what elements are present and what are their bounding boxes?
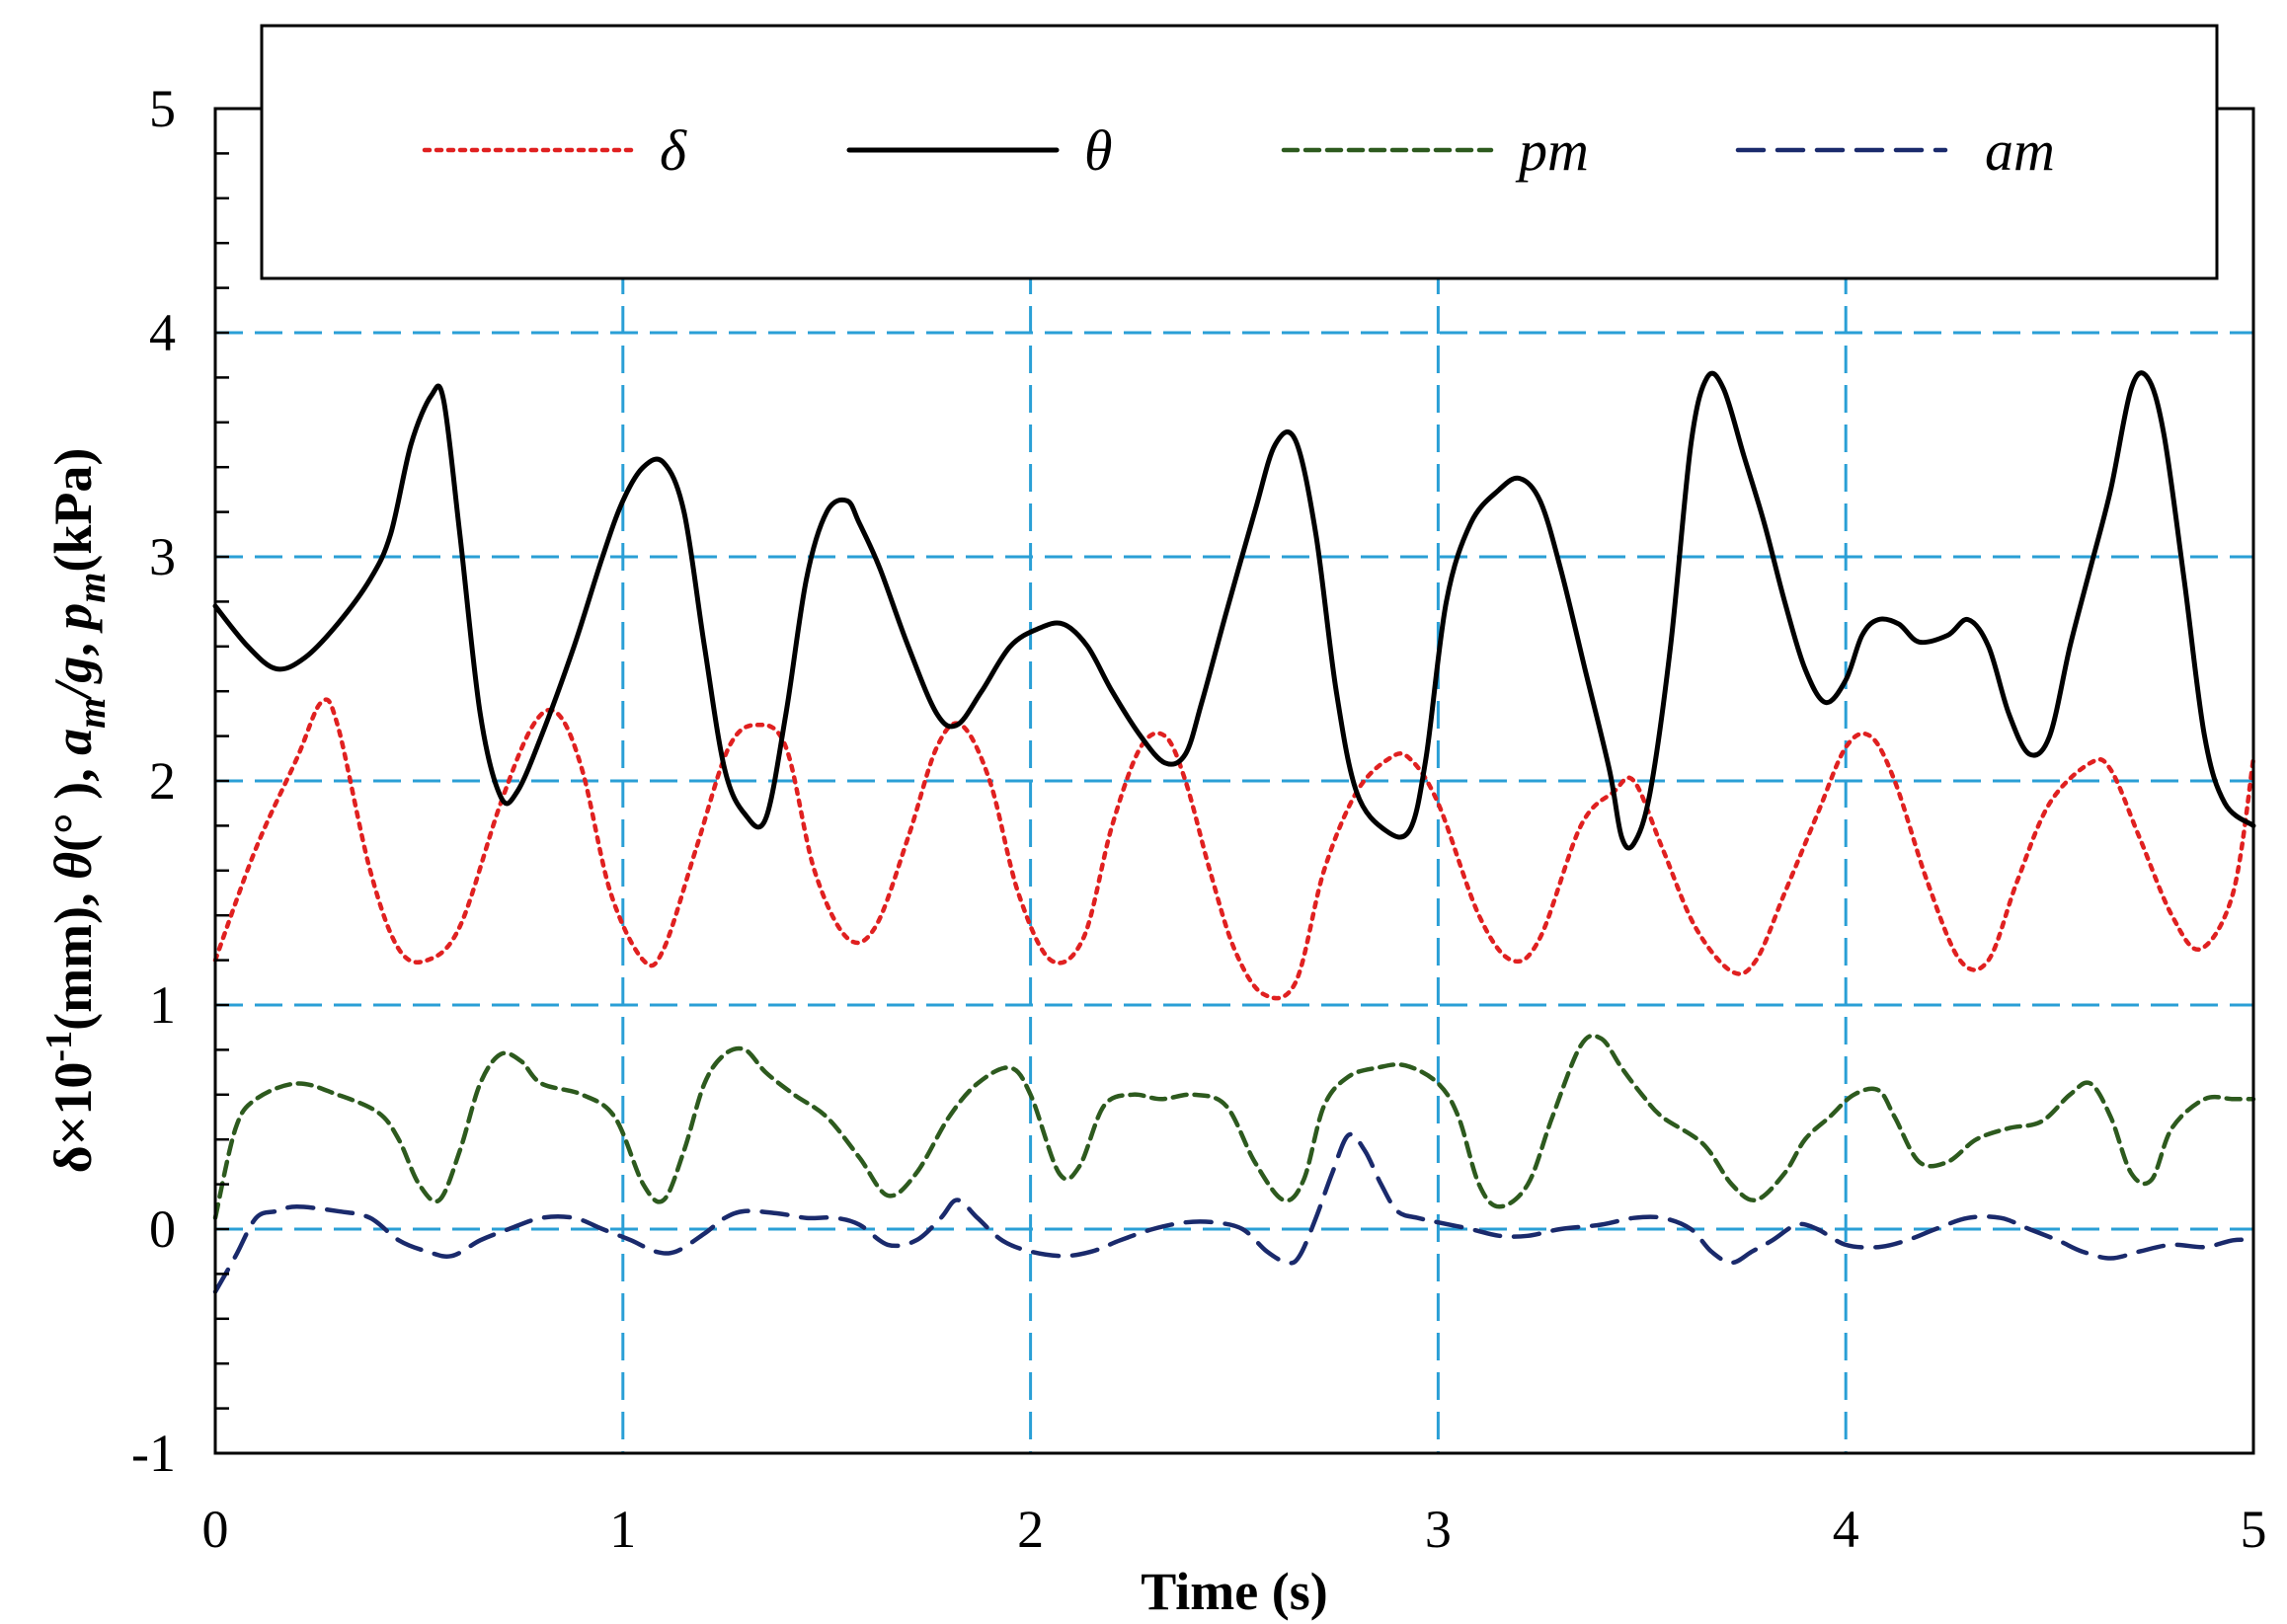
series-line-1 <box>212 697 2256 1001</box>
y-axis-title-part: δ×10 <box>43 1062 103 1174</box>
y-axis-title-part: g <box>43 657 103 684</box>
y-tick-label: 0 <box>149 1199 176 1259</box>
y-tick-label: 5 <box>149 79 176 138</box>
y-tick-label: 3 <box>149 527 176 586</box>
y-tick-label: -1 <box>131 1424 176 1483</box>
y-axis-title-part: (° ), <box>43 755 103 852</box>
y-axis-title-part: m <box>69 698 114 729</box>
legend-label-1: δ <box>660 118 687 183</box>
x-tick-label: 4 <box>1833 1500 1859 1559</box>
y-minor-ticks <box>215 107 229 1455</box>
y-axis-title-part: m <box>69 573 114 603</box>
series-line-4 <box>212 1131 2256 1294</box>
x-tick-label: 2 <box>1017 1500 1044 1559</box>
y-axis-title: δ×10-1(mm), θ(° ), am/g, pm(kPa) <box>39 448 114 1174</box>
y-axis-title-part: θ <box>43 852 103 880</box>
y-axis-title-part: p <box>43 603 103 634</box>
grid-lines <box>215 109 2253 1453</box>
x-tick-label: 1 <box>609 1500 636 1559</box>
x-tick-label: 5 <box>2241 1500 2267 1559</box>
y-axis-title-part: -1 <box>39 1031 80 1062</box>
y-tick-label: 2 <box>149 751 176 811</box>
y-axis-title-part: a <box>43 729 103 755</box>
x-axis-title: Time (s) <box>1141 1562 1327 1621</box>
x-tick-labels: 0 1 2 3 4 5 <box>202 1500 2267 1559</box>
series-layer <box>212 370 2256 1294</box>
legend-label-2: θ <box>1084 118 1113 183</box>
x-tick-label: 3 <box>1425 1500 1452 1559</box>
y-tick-labels: -1 0 1 2 3 4 5 <box>131 79 176 1483</box>
y-axis-title-part: , <box>43 630 103 657</box>
y-axis-title-part: (mm), <box>43 880 103 1031</box>
y-tick-label: 4 <box>149 303 176 362</box>
y-axis-title-part: (kPa) <box>43 448 103 573</box>
legend-label-4: am <box>1985 118 2055 183</box>
series-line-2 <box>212 370 2256 851</box>
legend-box <box>260 24 2219 280</box>
y-tick-label: 1 <box>149 975 176 1035</box>
legend: δ θ pm am <box>260 24 2219 280</box>
legend-label-3: pm <box>1515 118 1589 183</box>
x-tick-label: 0 <box>202 1500 229 1559</box>
series-line-3 <box>212 1033 2256 1220</box>
